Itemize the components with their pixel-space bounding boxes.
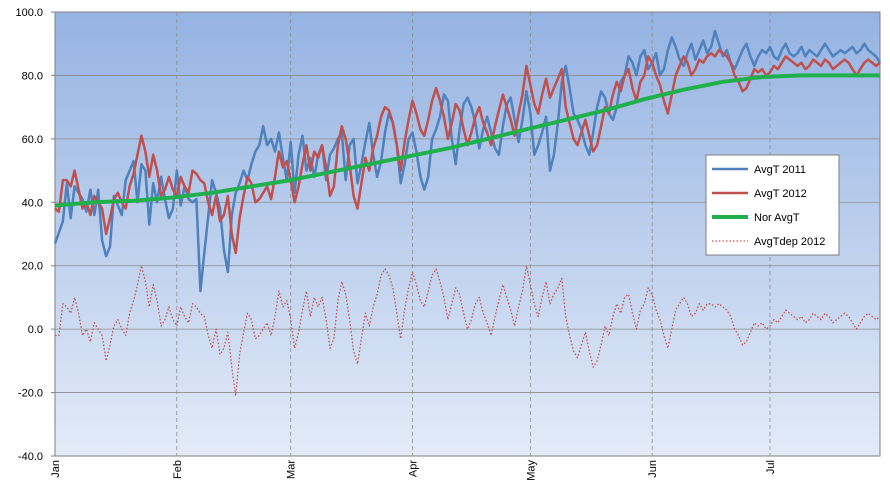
x-tick-label: Jan <box>50 460 62 478</box>
y-tick-label: 100.0 <box>15 7 43 19</box>
legend: AvgT 2011 AvgT 2012 Nor AvgT AvgTdep 2012 <box>705 154 840 256</box>
gridlines <box>55 12 880 456</box>
legend-entry: AvgT 2012 <box>754 188 807 200</box>
y-tick-label: 60.0 <box>22 134 43 146</box>
series-line-nor-avgt <box>54 73 880 208</box>
y-tick-label: -20.0 <box>18 388 43 400</box>
series-line-avgtdep-2012 <box>55 265 881 397</box>
x-tick-label: Jul <box>765 460 777 474</box>
x-tick-label: Jun <box>647 460 659 478</box>
series-layer <box>53 29 882 397</box>
y-tick-label: 40.0 <box>22 197 43 209</box>
legend-box <box>705 154 840 256</box>
y-axis: 100.0 80.0 60.0 40.0 20.0 0.0 -20.0 -40.0 <box>15 7 55 463</box>
x-tick-label: Apr <box>408 460 420 477</box>
series-line-avgt-2011 <box>53 29 882 293</box>
legend-entry: AvgTdep 2012 <box>754 236 825 248</box>
x-axis: Jan Feb Mar Apr May Jun Jul <box>50 460 777 481</box>
x-tick-label: May <box>525 460 537 481</box>
legend-entry: AvgT 2011 <box>754 164 806 176</box>
x-tick-label: Feb <box>172 460 184 479</box>
y-tick-label: 80.0 <box>22 70 43 82</box>
legend-entry: Nor AvgT <box>754 212 800 224</box>
y-tick-label: 20.0 <box>22 261 43 273</box>
x-tick-label: Mar <box>286 460 298 479</box>
y-tick-label: 0.0 <box>28 324 43 336</box>
y-tick-label: -40.0 <box>18 451 43 463</box>
